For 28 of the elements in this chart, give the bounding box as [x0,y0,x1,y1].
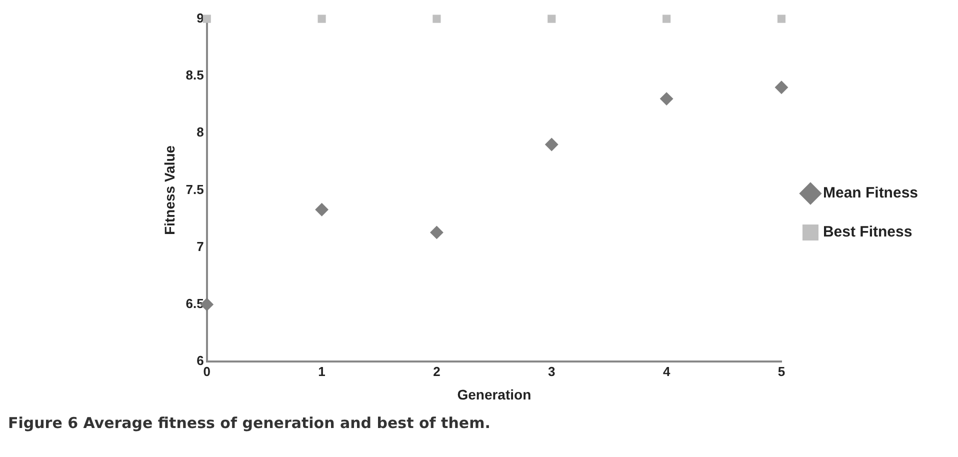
point [777,14,786,23]
y-axis-title: Fitness Value [161,145,178,235]
x-tick-label: 1 [318,364,326,379]
point [662,14,671,23]
point [432,14,441,23]
y-tick-label: 7 [196,238,204,254]
point [202,14,211,23]
y-tick-label: 8 [196,124,204,140]
y-tick-label: 7.5 [186,182,204,197]
point [548,14,556,23]
y-tick-label: 9 [196,10,204,26]
x-axis-title: Generation [457,386,532,402]
y-tick-label: 6 [196,353,204,368]
point [545,138,558,151]
point [774,80,788,94]
caption: Figure 6 Average fitness of generation and best of them. [8,414,492,432]
point [430,226,444,239]
point [318,14,326,23]
point [315,203,328,216]
x-tick-label: 5 [778,364,786,379]
legend-label: Mean Fitness [822,184,918,202]
x-tick-label: 4 [662,364,671,379]
x-tick-label: 0 [203,364,210,379]
x-tick-label: 3 [548,364,556,379]
x-tick-label: 2 [433,364,440,379]
y-tick-label: 8.5 [186,68,204,83]
point [660,92,674,106]
legend-label: Best Fitness [822,224,912,241]
